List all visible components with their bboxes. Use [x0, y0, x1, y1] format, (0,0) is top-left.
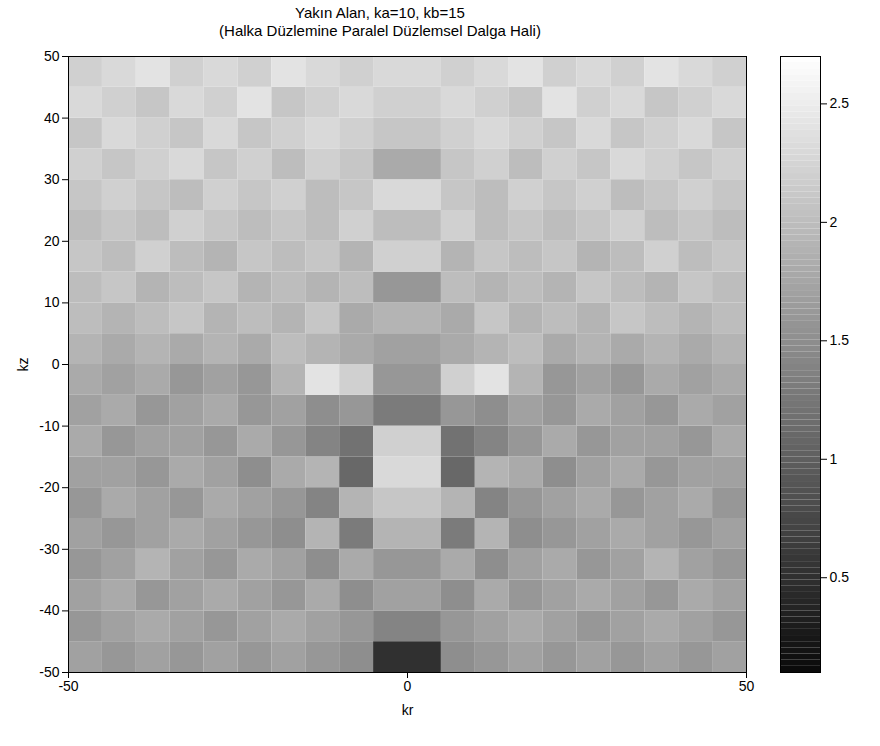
- svg-text:50: 50: [739, 678, 755, 694]
- svg-text:-50: -50: [58, 678, 78, 694]
- svg-text:0.5: 0.5: [830, 569, 850, 585]
- svg-text:0: 0: [52, 356, 60, 372]
- svg-text:-50: -50: [39, 664, 59, 680]
- svg-text:30: 30: [44, 171, 60, 187]
- svg-text:-30: -30: [39, 541, 59, 557]
- svg-text:10: 10: [44, 294, 60, 310]
- svg-text:kr: kr: [402, 702, 414, 718]
- svg-text:-40: -40: [39, 602, 59, 618]
- svg-text:2.5: 2.5: [830, 95, 850, 111]
- svg-text:1.5: 1.5: [830, 332, 850, 348]
- svg-text:20: 20: [44, 233, 60, 249]
- svg-text:40: 40: [44, 110, 60, 126]
- svg-text:1: 1: [830, 451, 838, 467]
- svg-text:-10: -10: [39, 418, 59, 434]
- svg-text:-20: -20: [39, 479, 59, 495]
- svg-text:kz: kz: [15, 358, 31, 372]
- svg-text:0: 0: [404, 678, 412, 694]
- svg-text:2: 2: [830, 214, 838, 230]
- html-text:Yakın Alan, ka=10, kb=15: Yakın Alan, ka=10, kb=15: [295, 4, 465, 21]
- svg-text:50: 50: [44, 48, 60, 64]
- html-text:(Halka Düzlemine Paralel Düzle: (Halka Düzlemine Paralel Düzlemsel Dalga…: [219, 22, 541, 39]
